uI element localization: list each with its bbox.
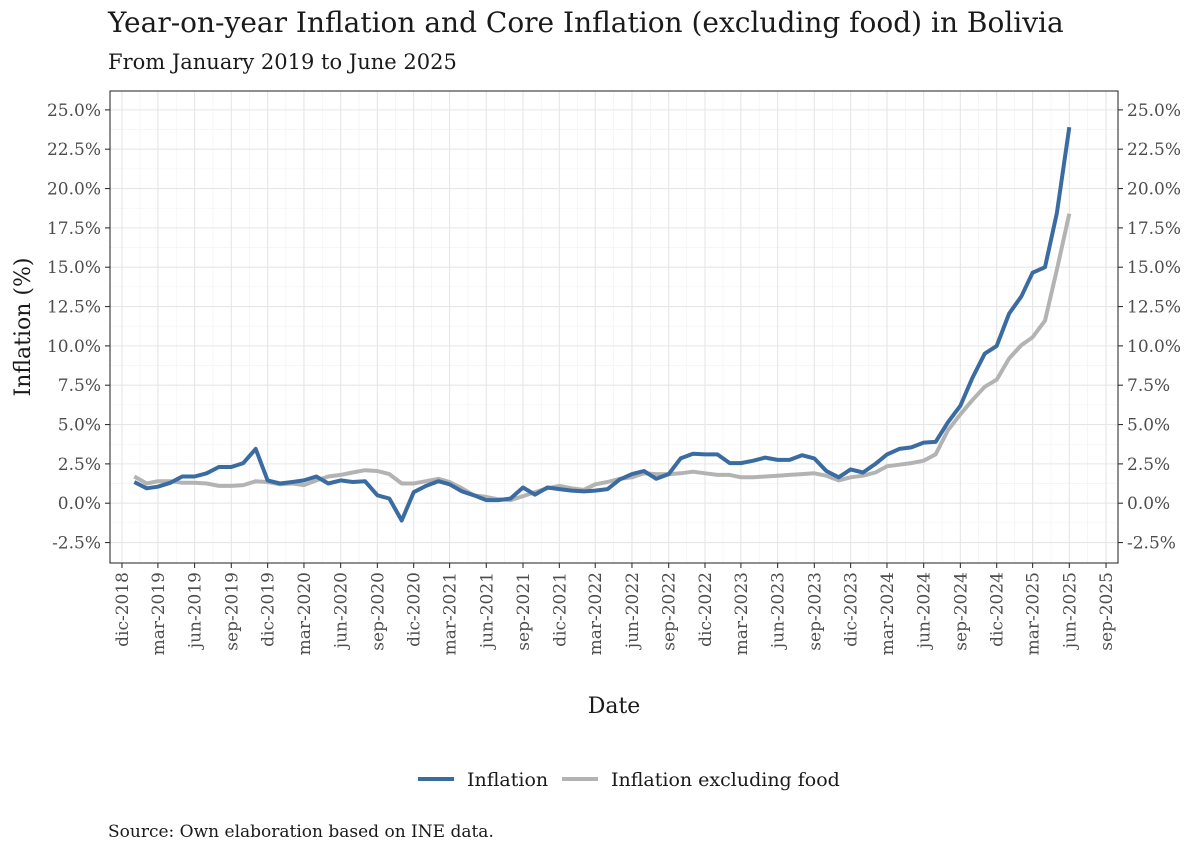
legend-label-inflation: Inflation: [467, 769, 548, 791]
y-tick-label-right: 10.0%: [1127, 337, 1181, 357]
y-axis-title: Inflation (%): [11, 257, 36, 396]
x-tick-label: mar-2021: [441, 572, 461, 655]
y-axis-left: -2.5% 0.0% 2.5% 5.0% 7.5% 10.0% 12.5% 15.0% 17.5…: [47, 101, 110, 554]
y-tick-label-left: 10.0%: [47, 337, 101, 357]
x-tick-label: jun-2020: [332, 572, 352, 650]
y-tick-label-right: 22.5%: [1127, 140, 1181, 160]
x-tick-label: sep-2021: [514, 572, 534, 651]
x-tick-label: jun-2021: [477, 572, 497, 650]
series-layer: [133, 126, 1072, 523]
x-tick-label: sep-2025: [1097, 572, 1117, 651]
legend-label-inflation-excluding-food: Inflation excluding food: [611, 769, 840, 791]
y-tick-label-right: 17.5%: [1127, 219, 1181, 239]
x-tick-label: dic-2021: [550, 572, 570, 647]
grid-major-lines: [110, 91, 1118, 563]
y-tick-label-right: 0.0%: [1127, 494, 1170, 514]
chart-subtitle: From January 2019 to June 2025: [108, 50, 457, 74]
y-tick-label-left: 22.5%: [47, 140, 101, 160]
chart-title: Year-on-year Inflation and Core Inflatio…: [108, 6, 1064, 39]
chart-caption: Source: Own elaboration based on INE dat…: [108, 822, 494, 842]
x-tick-label: mar-2023: [732, 572, 752, 655]
x-tick-label: jun-2025: [1060, 572, 1080, 650]
y-tick-label-left: 12.5%: [47, 298, 101, 318]
x-tick-label: mar-2024: [878, 572, 898, 655]
grid-minor-lines: [110, 91, 1118, 563]
y-tick-label-right: 2.5%: [1127, 455, 1170, 475]
y-tick-label-left: 17.5%: [47, 219, 101, 239]
x-tick-label: dic-2023: [842, 572, 862, 647]
x-tick-label: mar-2025: [1024, 572, 1044, 655]
x-tick-label: sep-2019: [222, 572, 242, 651]
x-axis-title: Date: [588, 694, 641, 719]
y-tick-label-left: 2.5%: [58, 455, 101, 475]
y-tick-label-left: 25.0%: [47, 101, 101, 121]
y-axis-right: -2.5% 0.0% 2.5% 5.0% 7.5% 10.0% 12.5% 15.0% 17.5…: [1118, 101, 1181, 554]
x-tick-label: jun-2023: [769, 572, 789, 650]
y-tick-label-right: 25.0%: [1127, 101, 1181, 121]
y-tick-label-left: 15.0%: [47, 258, 101, 278]
y-tick-label-left: 20.0%: [47, 180, 101, 200]
y-tick-label-right: 12.5%: [1127, 298, 1181, 318]
x-tick-label: sep-2020: [368, 572, 388, 651]
x-tick-label: sep-2022: [660, 572, 680, 651]
y-tick-label-left: 5.0%: [58, 416, 101, 436]
x-axis: dic-2018 mar-2019 jun-2019 sep-2019 dic-2019…: [113, 563, 1117, 655]
x-tick-label: dic-2018: [113, 572, 133, 647]
x-tick-label: mar-2020: [295, 572, 315, 655]
x-tick-label: dic-2022: [696, 572, 716, 647]
x-tick-label: mar-2019: [149, 572, 169, 655]
y-tick-label-left: 0.0%: [58, 494, 101, 514]
y-tick-label-right: 5.0%: [1127, 416, 1170, 436]
x-tick-label: dic-2019: [259, 572, 279, 647]
x-tick-label: sep-2023: [805, 572, 825, 651]
x-tick-label: jun-2024: [915, 572, 935, 650]
legend: Inflation Inflation excluding food: [418, 769, 840, 791]
plot-border: [109, 90, 1119, 564]
y-tick-label-right: 7.5%: [1127, 376, 1170, 396]
x-tick-label: dic-2024: [988, 572, 1008, 647]
series-line-inflation: [133, 126, 1072, 523]
y-tick-label-right: 15.0%: [1127, 258, 1181, 278]
x-tick-label: mar-2022: [586, 572, 606, 655]
y-tick-label-left: 7.5%: [58, 376, 101, 396]
y-tick-label-right: -2.5%: [1127, 534, 1176, 554]
x-tick-label: jun-2019: [186, 572, 206, 650]
y-tick-label-right: 20.0%: [1127, 180, 1181, 200]
series-line-inflation-excluding-food: [133, 213, 1072, 503]
x-tick-label: sep-2024: [951, 572, 971, 651]
x-tick-label: jun-2022: [623, 572, 643, 650]
y-tick-label-left: -2.5%: [52, 534, 101, 554]
x-tick-label: dic-2020: [405, 572, 425, 647]
